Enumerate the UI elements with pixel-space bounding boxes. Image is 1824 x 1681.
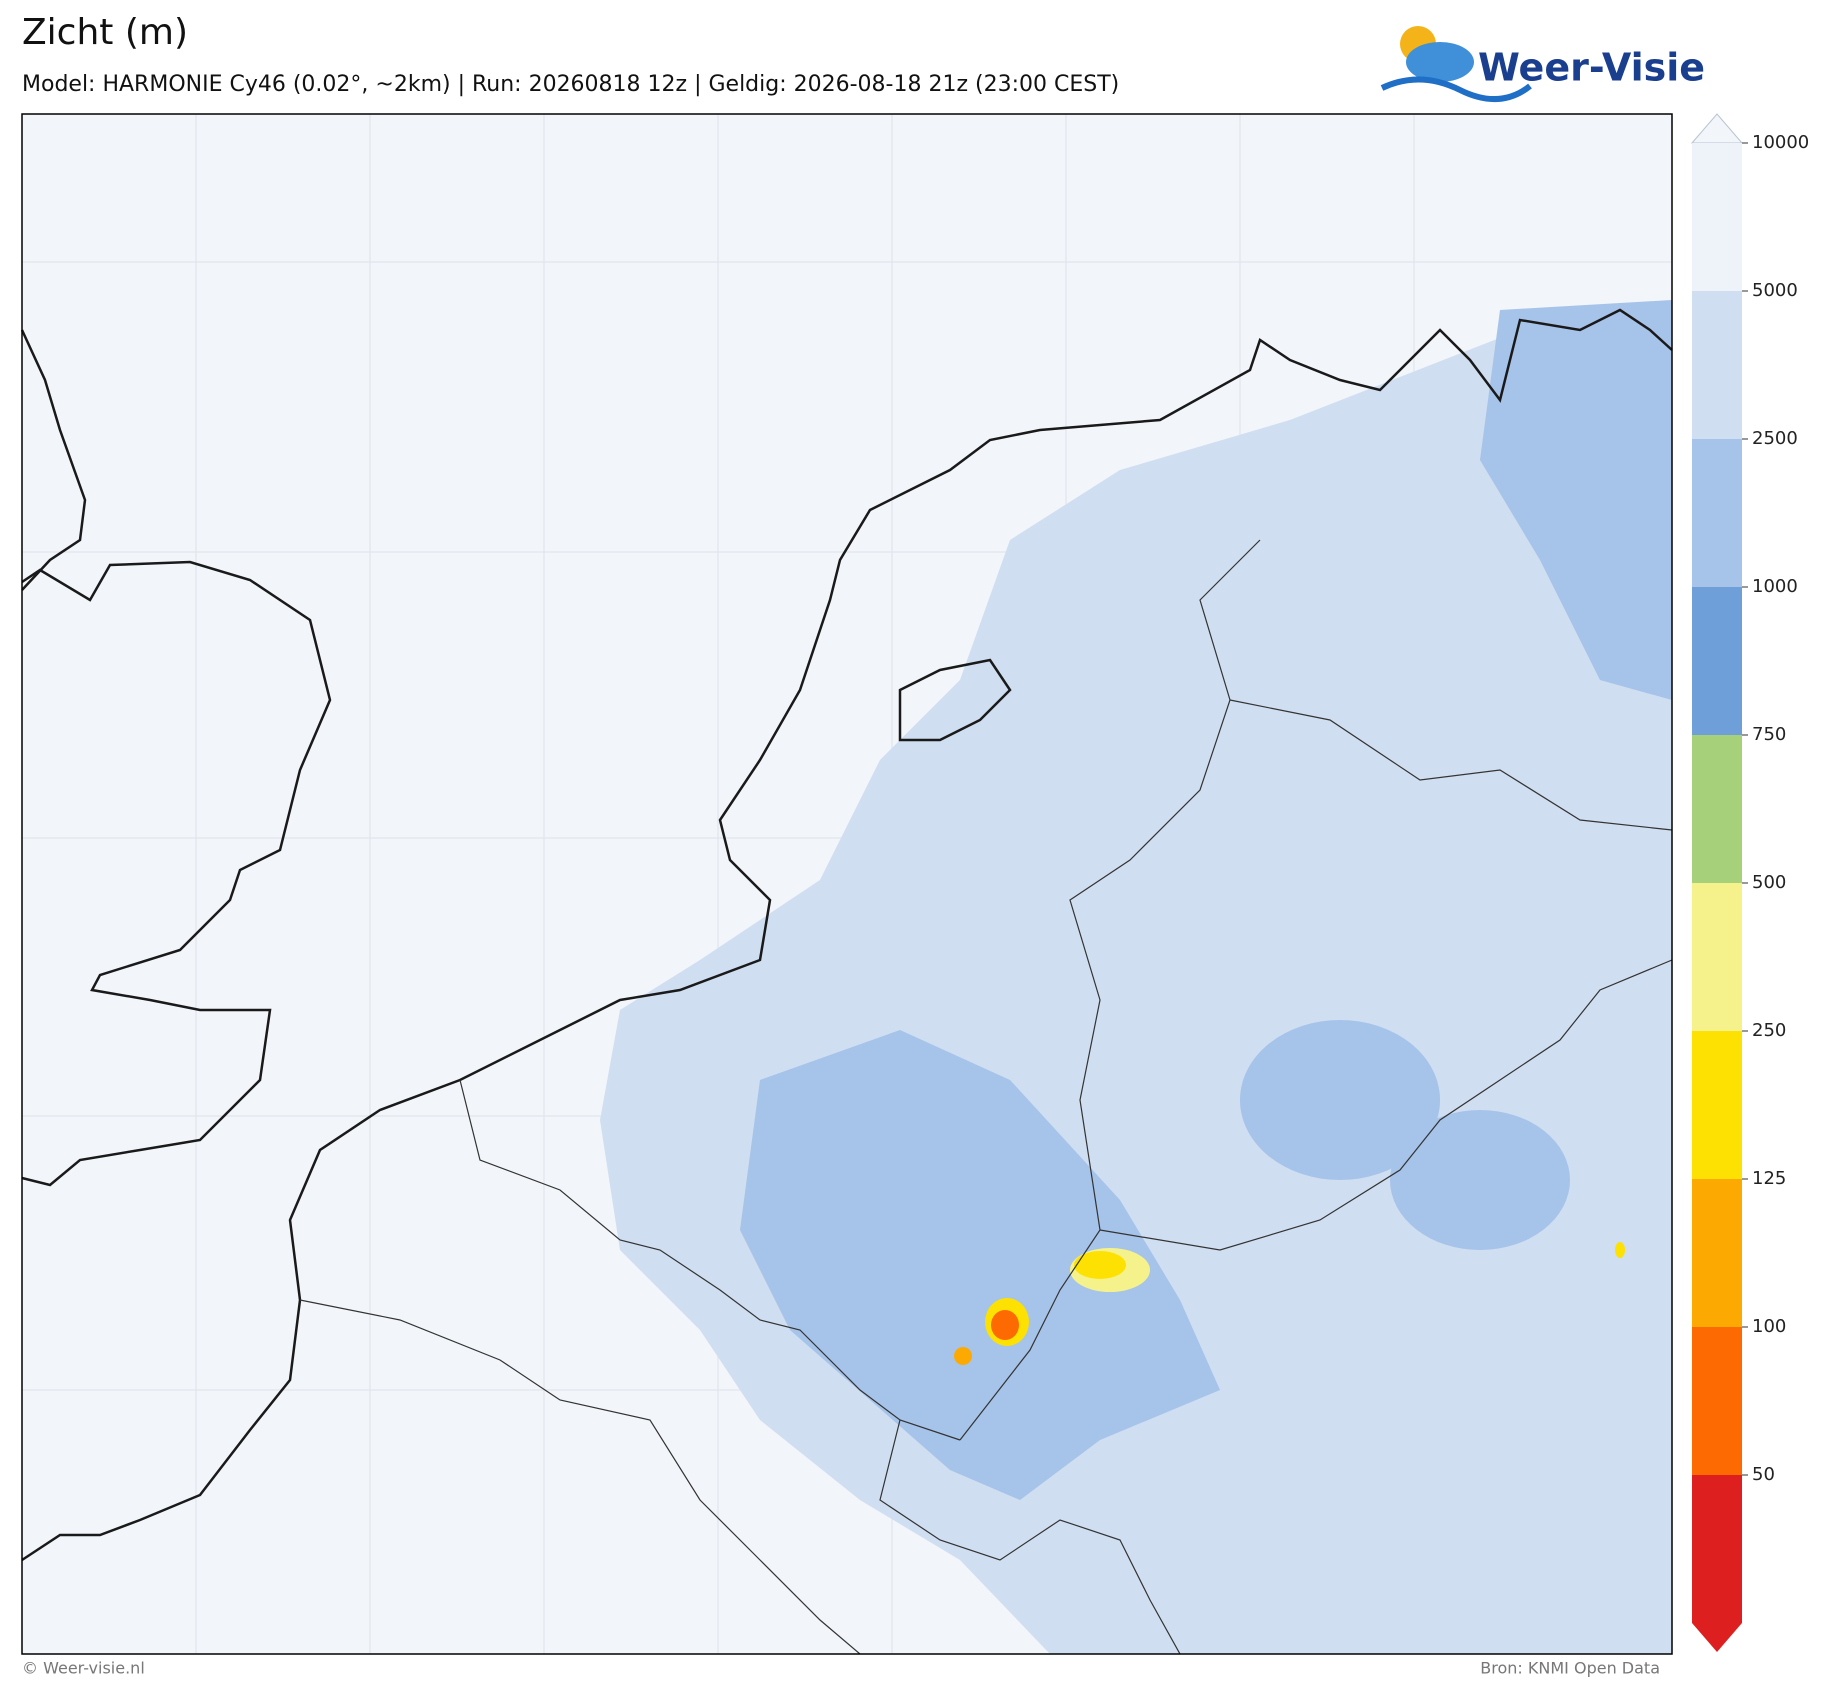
colorbar: 10000 5000 2500 1000 750 500 250 125 100 50	[1690, 113, 1809, 1652]
coastline	[21, 560, 332, 1187]
colorbar-tick-label: 50	[1752, 1464, 1775, 1485]
coastline	[898, 658, 1012, 742]
map-frame	[21, 113, 1673, 1655]
colorbar-band	[1692, 291, 1742, 439]
border	[299, 1299, 861, 1655]
logo-cloud	[1406, 42, 1474, 82]
logo: Weer-Visie	[1380, 26, 1705, 103]
field-1000-2500	[740, 1030, 1220, 1500]
coastlines	[20, 308, 1673, 1562]
title: Zicht (m)	[22, 12, 188, 53]
field-1000-2500	[1240, 1020, 1440, 1180]
colorbar-band	[1692, 1475, 1742, 1623]
field-125-250	[1615, 1242, 1625, 1258]
field-50-100	[991, 1310, 1019, 1340]
visibility-field	[600, 300, 1672, 1654]
colorbar-tick-label: 250	[1752, 1020, 1786, 1041]
subtitle: Model: HARMONIE Cy46 (0.02°, ~2km) | Run…	[22, 72, 1119, 97]
borders	[299, 539, 1673, 1655]
footer-left: © Weer-visie.nl	[22, 1659, 145, 1678]
colorbar-extension-bottom	[1692, 1623, 1742, 1652]
colorbar-band	[1692, 1031, 1742, 1179]
colorbar-extension-top	[1690, 113, 1744, 144]
colorbar-band	[1692, 883, 1742, 1031]
colorbar-tick-label: 500	[1752, 872, 1786, 893]
border	[959, 539, 1261, 1441]
footer-right: Bron: KNMI Open Data	[1480, 1659, 1660, 1678]
colorbar-band	[1692, 1327, 1742, 1475]
colorbar-tick-label: 125	[1752, 1168, 1786, 1189]
colorbar-tick-label: 100	[1752, 1316, 1786, 1337]
field-100-125	[954, 1347, 972, 1365]
field-1000-2500	[1390, 1110, 1570, 1250]
logo-wave	[1380, 76, 1532, 103]
logo-text: Weer-Visie	[1478, 46, 1705, 90]
colorbar-tick-label: 5000	[1752, 280, 1798, 301]
colorbar-tick-label: 2500	[1752, 428, 1798, 449]
border	[1229, 699, 1673, 831]
field-1000-2500	[1480, 300, 1672, 700]
coastline	[20, 329, 87, 591]
colorbar-band	[1692, 439, 1742, 587]
border	[1099, 959, 1673, 1251]
colorbar-band	[1692, 143, 1742, 291]
colorbar-band	[1692, 735, 1742, 883]
border	[459, 1079, 961, 1441]
colorbar-tick-label: 10000	[1752, 132, 1809, 153]
coastline	[21, 308, 1673, 1562]
colorbar-band	[1692, 587, 1742, 735]
map	[20, 113, 1673, 1655]
field-125-250	[1074, 1251, 1126, 1279]
colorbar-tick-label: 750	[1752, 724, 1786, 745]
colorbar-tick-label: 1000	[1752, 576, 1798, 597]
colorbar-band	[1692, 1179, 1742, 1327]
border	[879, 1419, 1181, 1655]
